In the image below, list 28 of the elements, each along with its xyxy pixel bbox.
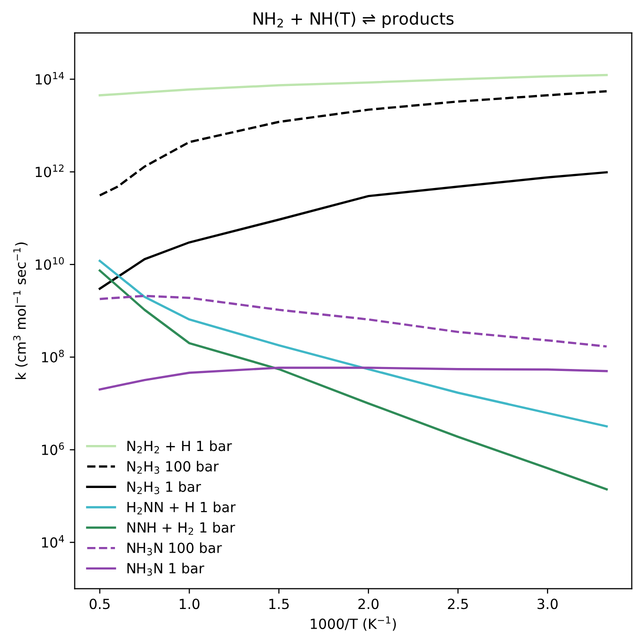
legend-label: N$_{2}$H$_{3}$ 100 bar <box>127 460 219 474</box>
y-tick-label: 10$^{14}$ <box>36 72 64 85</box>
x-tick-label: 3.0 <box>538 598 558 610</box>
y-tick-label: 10$^{6}$ <box>42 442 64 456</box>
legend-label: NH$_{3}$N 100 bar <box>127 542 222 556</box>
legend-label: NNH + H$_{2}$ 1 bar <box>127 522 236 535</box>
y-tick-label: 10$^{10}$ <box>36 257 64 270</box>
x-tick-label: 2.0 <box>358 598 379 610</box>
line-series <box>98 74 608 96</box>
legend-label: N$_{2}$H$_{2}$ + H 1 bar <box>127 440 232 454</box>
line-series <box>98 90 608 197</box>
x-tick-label: 1.5 <box>269 598 289 610</box>
line-series <box>98 294 608 348</box>
y-axis-title: k (cm$^{3}$ mol$^{−1}$ sec$^{−1}$) <box>13 242 28 380</box>
x-tick-label: 0.5 <box>90 598 110 610</box>
y-tick-label: 10$^{12}$ <box>36 164 64 178</box>
x-tick-label: 1.0 <box>180 598 200 610</box>
legend-label: H$_{2}$NN + H 1 bar <box>127 502 236 514</box>
line-series <box>98 171 608 290</box>
chart-title: NH$_{2}$ + NH(T) ⇌ products <box>254 12 454 28</box>
y-tick-label: 10$^{4}$ <box>42 535 64 548</box>
x-tick-label: 2.5 <box>448 598 468 610</box>
y-tick-label: 10$^{8}$ <box>42 350 64 362</box>
legend-label: N$_{2}$H$_{3}$ 1 bar <box>127 481 202 494</box>
line-series <box>98 260 608 428</box>
line-series <box>98 366 608 391</box>
legend-label: NH$_{3}$N 1 bar <box>127 562 204 576</box>
x-axis-title: 1000/T (K$^{−1}$) <box>310 616 396 631</box>
